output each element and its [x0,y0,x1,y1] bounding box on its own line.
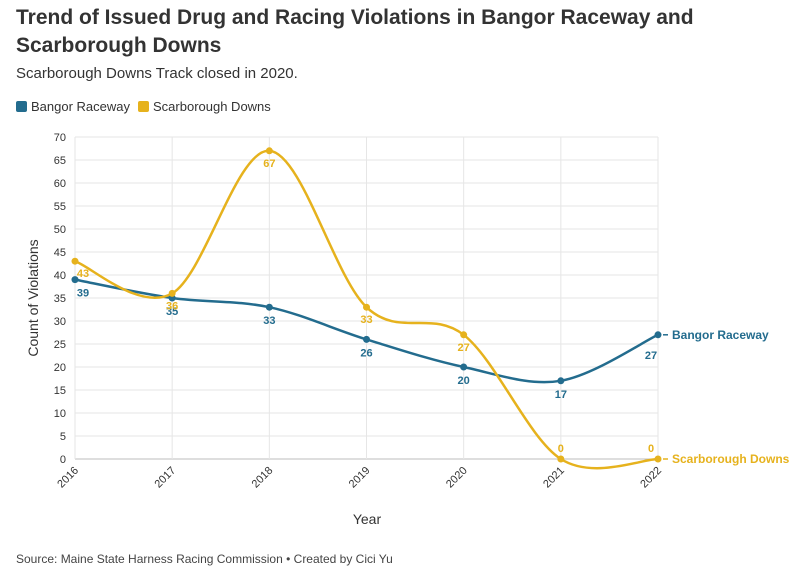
x-tick-label: 2016 [55,465,81,491]
y-tick-label: 70 [54,132,66,144]
legend: Bangor Raceway Scarborough Downs [16,99,279,114]
y-tick-label: 60 [54,178,66,190]
data-label-bangor-raceway: 35 [166,306,178,318]
y-axis-title: Count of Violations [25,239,41,356]
y-tick-label: 25 [54,339,66,351]
data-point-bangor-raceway[interactable] [557,377,565,385]
legend-item-scarborough[interactable]: Scarborough Downs [138,99,271,114]
data-label-scarborough-downs: 0 [648,443,654,455]
data-label-scarborough-downs: 43 [77,268,89,280]
y-tick-label: 10 [54,408,66,420]
y-tick-label: 20 [54,362,66,374]
data-label-bangor-raceway: 33 [263,315,275,327]
end-label-bangor-raceway: Bangor Raceway [672,328,769,342]
data-label-scarborough-downs: 27 [458,342,470,354]
legend-label-scarborough: Scarborough Downs [153,99,271,114]
data-label-bangor-raceway: 20 [458,375,470,387]
data-labels: 39 35 33 26 20 17 27 Bangor Raceway 43 36 67 33 27 0 0… [77,158,790,466]
data-label-scarborough-downs: 36 [166,300,178,312]
data-label-bangor-raceway: 27 [645,350,657,362]
y-tick-label: 40 [54,270,66,282]
y-tick-label: 30 [54,316,66,328]
y-tick-label: 5 [60,431,66,443]
data-point-scarborough-downs[interactable] [71,257,79,265]
data-point-bangor-raceway[interactable] [265,303,273,311]
data-point-bangor-raceway[interactable] [654,331,662,339]
y-tick-label: 0 [60,454,66,466]
legend-swatch-scarborough [138,101,149,112]
chart-title: Trend of Issued Drug and Racing Violatio… [16,6,694,57]
data-point-scarborough-downs[interactable] [460,331,468,339]
x-tick-label: 2022 [638,465,664,491]
x-tick-label: 2021 [541,465,567,491]
x-tick-label: 2017 [152,465,178,491]
data-point-bangor-raceway[interactable] [363,335,370,343]
legend-item-bangor[interactable]: Bangor Raceway [16,99,130,114]
series-points [71,147,662,463]
legend-label-bangor: Bangor Raceway [31,99,130,114]
data-point-bangor-raceway[interactable] [71,276,79,284]
data-label-bangor-raceway: 17 [555,389,567,401]
data-point-scarborough-downs[interactable] [363,303,370,311]
data-point-scarborough-downs[interactable] [265,147,273,155]
x-axis-title: Year [353,511,382,527]
data-label-scarborough-downs: 67 [263,158,275,170]
data-point-bangor-raceway[interactable] [460,363,468,371]
data-label-scarborough-downs: 33 [360,314,372,326]
y-tick-label: 55 [54,201,66,213]
grid-lines [74,136,659,460]
y-axis-ticks: 0 5 10 15 20 25 30 35 40 45 50 55 60 65 70 [54,132,66,466]
y-tick-label: 35 [54,293,66,305]
y-tick-label: 15 [54,385,66,397]
y-tick-label: 45 [54,247,66,259]
y-tick-label: 50 [54,224,66,236]
chart-subtitle: Scarborough Downs Track closed in 2020. [16,65,298,82]
x-tick-label: 2020 [444,465,470,491]
x-tick-label: 2019 [347,465,373,491]
data-label-bangor-raceway: 39 [77,288,89,300]
x-tick-label: 2018 [250,465,276,491]
series-line-scarborough-downs [73,149,660,470]
y-tick-label: 65 [54,155,66,167]
x-axis-ticks: 2016 2017 2018 2019 2020 2021 2022 [55,465,664,491]
data-point-scarborough-downs[interactable] [557,455,565,463]
data-label-bangor-raceway: 26 [360,347,372,359]
data-point-scarborough-downs[interactable] [168,289,176,297]
data-point-scarborough-downs[interactable] [654,455,662,463]
data-label-scarborough-downs: 0 [558,443,564,455]
end-label-scarborough-downs: Scarborough Downs [672,452,790,466]
source-note: Source: Maine State Harness Racing Commi… [16,552,393,566]
legend-swatch-bangor [16,101,27,112]
